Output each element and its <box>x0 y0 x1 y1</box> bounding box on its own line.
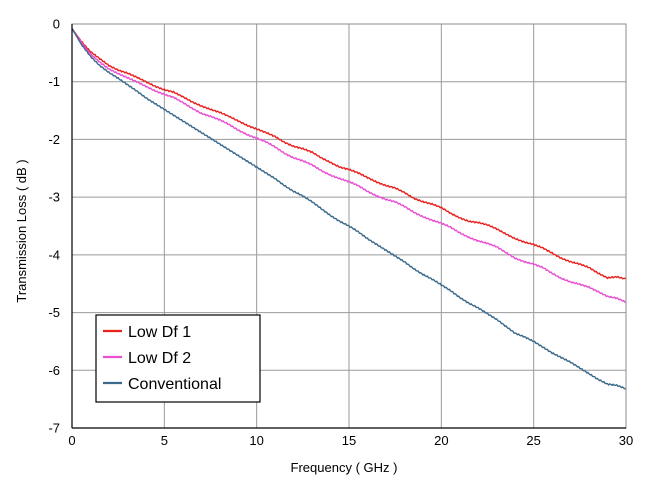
y-tick-label-6: -6 <box>48 363 60 378</box>
series-line-low-df-1 <box>71 28 627 280</box>
legend-item-low-df-2: Low Df 2 <box>103 350 191 367</box>
legend-label-low-df-1: Low Df 1 <box>128 324 191 341</box>
y-axis-title: Transmission Loss ( dB ) <box>14 159 29 302</box>
x-tick-label-0: 0 <box>68 433 75 448</box>
y-tick-label-1: -1 <box>48 74 60 89</box>
tick-labels: 0 5 10 15 20 25 30 0 -1 -2 -3 -4 -5 -6 -7 <box>48 17 633 449</box>
legend-item-conventional: Conventional <box>103 376 221 393</box>
x-tick-label-30: 30 <box>619 433 633 448</box>
x-tick-label-10: 10 <box>249 433 263 448</box>
series-line-conventional <box>71 28 626 390</box>
legend-label-conventional: Conventional <box>128 376 221 393</box>
y-tick-label-7: -7 <box>48 421 60 436</box>
legend: Low Df 1 Low Df 2 Conventional <box>95 314 261 403</box>
x-tick-label-15: 15 <box>342 433 356 448</box>
axes <box>71 23 627 429</box>
y-tick-label-2: -2 <box>48 132 60 147</box>
x-tick-label-25: 25 <box>526 433 540 448</box>
x-axis-title: Frequency ( GHz ) <box>291 460 398 475</box>
y-tick-label-0: 0 <box>53 17 60 32</box>
y-tick-label-3: -3 <box>48 190 60 205</box>
y-tick-label-5: -5 <box>48 305 60 320</box>
y-tick-label-4: -4 <box>48 247 60 262</box>
x-tick-label-5: 5 <box>161 433 168 448</box>
x-tick-label-20: 20 <box>434 433 448 448</box>
series-line-low-df-2 <box>71 28 627 303</box>
legend-item-low-df-1: Low Df 1 <box>103 324 191 341</box>
legend-label-low-df-2: Low Df 2 <box>128 350 191 367</box>
legend-box <box>95 314 261 403</box>
series-lines <box>71 28 627 390</box>
